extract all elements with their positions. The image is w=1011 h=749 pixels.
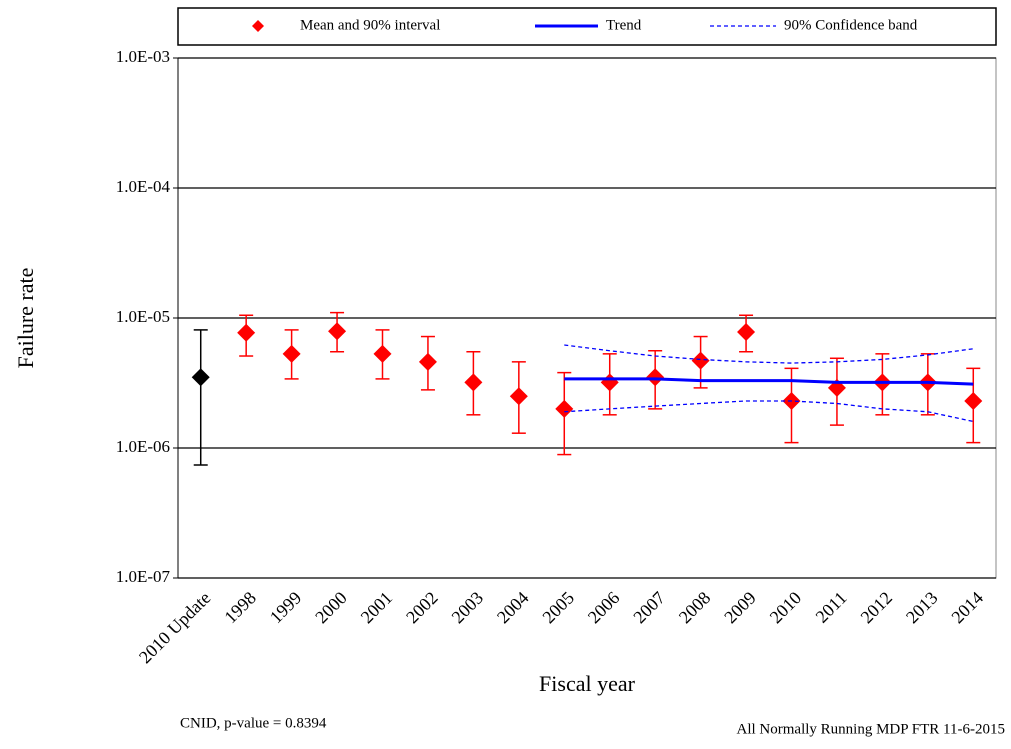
legend-label: Mean and 90% interval xyxy=(300,17,440,33)
trend-line xyxy=(564,377,974,386)
y-tick-label: 1.0E-06 xyxy=(116,437,170,456)
mean-marker xyxy=(555,399,574,418)
x-tick-label: 2002 xyxy=(402,588,442,628)
x-tick-label: 2001 xyxy=(357,588,397,628)
confidence-band xyxy=(564,400,974,423)
x-tick-label: 2008 xyxy=(675,588,715,628)
mean-marker xyxy=(282,344,301,363)
x-axis-label: Fiscal year xyxy=(539,671,636,696)
mean-marker xyxy=(373,344,392,363)
y-tick-label: 1.0E-07 xyxy=(116,567,171,586)
mean-marker xyxy=(464,373,483,392)
confidence-band xyxy=(564,344,974,364)
mean-marker xyxy=(737,323,756,342)
footnote: CNID, p-value = 0.8394 xyxy=(180,715,327,731)
mean-marker xyxy=(328,322,347,341)
x-tick-label: 2004 xyxy=(493,588,533,628)
x-tick-label: 2011 xyxy=(812,588,851,627)
x-tick-label: 2012 xyxy=(857,588,897,628)
mean-marker xyxy=(237,323,256,342)
x-tick-label: 2010 Update xyxy=(135,588,215,668)
y-tick-label: 1.0E-04 xyxy=(116,177,171,196)
mean-marker xyxy=(191,368,210,387)
x-tick-label: 2009 xyxy=(720,588,760,628)
x-tick-label: 2006 xyxy=(584,588,624,628)
x-tick-label: 2005 xyxy=(538,588,578,628)
x-tick-label: 2003 xyxy=(448,588,488,628)
y-axis-label: Failure rate xyxy=(13,268,38,369)
x-tick-label: 2010 xyxy=(766,588,806,628)
mean-marker xyxy=(418,352,437,371)
legend-label: 90% Confidence band xyxy=(784,17,918,33)
x-tick-label: 2013 xyxy=(902,588,942,628)
x-tick-label: 2007 xyxy=(629,588,669,628)
mean-marker xyxy=(600,373,619,392)
x-tick-label: 2014 xyxy=(947,588,987,628)
x-tick-label: 2000 xyxy=(311,588,351,628)
x-tick-label: 1999 xyxy=(266,588,306,628)
x-tick-label: 1998 xyxy=(220,588,260,628)
legend-marker xyxy=(252,20,264,32)
mean-marker xyxy=(509,387,528,406)
mean-marker xyxy=(646,368,665,387)
legend-label: Trend xyxy=(606,17,642,33)
y-tick-label: 1.0E-03 xyxy=(116,47,170,66)
footnote: All Normally Running MDP FTR 11-6-2015 xyxy=(737,721,1005,737)
mean-marker xyxy=(691,351,710,370)
y-tick-label: 1.0E-05 xyxy=(116,307,170,326)
mean-marker xyxy=(964,391,983,410)
